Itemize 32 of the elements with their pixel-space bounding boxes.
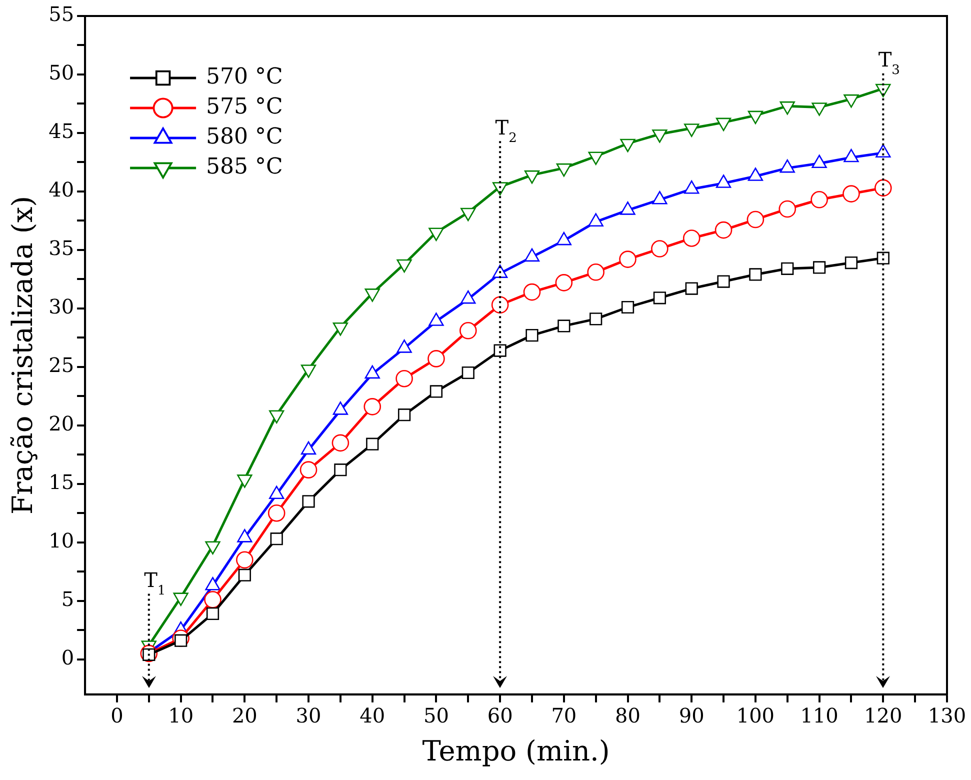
legend-label: 575 °C [206,94,283,120]
legend-label: 570 °C [206,64,283,90]
x-axis-title: Tempo (min.) [422,734,610,768]
x-tick-label: 130 [928,704,966,728]
x-tick-label: 110 [800,704,838,728]
x-tick-label: 0 [110,704,124,728]
y-tick-label: 40 [48,178,74,202]
y-tick-label: 50 [48,60,74,85]
legend-label: 585 °C [206,154,283,180]
x-tick-label: 30 [296,704,322,728]
y-tick-label: 35 [48,236,74,260]
y-tick-label: 45 [48,119,74,144]
x-tick-label: 100 [736,704,775,728]
x-tick-label: 40 [360,704,386,728]
y-tick-label: 55 [48,2,74,26]
y-tick-label: 15 [48,470,74,494]
x-tick-label: 50 [423,704,449,728]
x-tick-label: 90 [678,704,704,728]
y-axis-title: Fração cristalizada (x) [6,196,40,514]
legend-label: 580 °C [206,124,283,150]
x-tick-label: 120 [864,704,902,728]
x-tick-label: 20 [232,704,258,728]
y-tick-label: 10 [48,528,74,553]
x-tick-label: 70 [551,704,577,728]
x-tick-label: 80 [615,704,640,728]
y-tick-label: 30 [48,294,74,319]
y-tick-label: 0 [61,646,74,670]
y-tick-label: 20 [48,412,74,436]
x-tick-label: 60 [487,704,513,728]
y-tick-label: 5 [61,587,74,612]
y-tick-label: 25 [48,353,74,378]
x-tick-label: 10 [168,704,194,728]
